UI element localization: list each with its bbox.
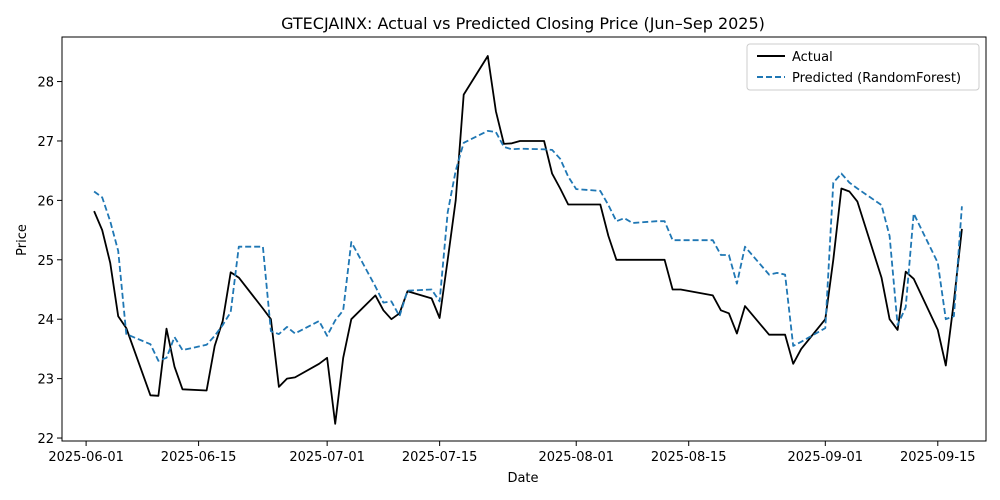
y-axis-label: Price: [15, 224, 30, 256]
x-tick-label: 2025-06-15: [161, 450, 237, 465]
y-tick-label: 22: [37, 432, 54, 447]
legend-label-predicted: Predicted (RandomForest): [792, 71, 961, 86]
x-tick-label: 2025-09-15: [900, 450, 976, 465]
x-tick-label: 2025-07-01: [289, 450, 365, 465]
x-tick-label: 2025-07-15: [402, 450, 478, 465]
series-layer: [93, 55, 963, 425]
plot-frame: [61, 36, 987, 442]
y-axis: 22 23 24 25 26 27 28: [37, 76, 62, 447]
y-tick-label: 27: [37, 135, 54, 150]
chart-title: GTECJAINX: Actual vs Predicted Closing P…: [281, 14, 765, 33]
x-tick-label: 2025-09-01: [788, 450, 864, 465]
y-tick-label: 23: [37, 373, 54, 388]
legend: Actual Predicted (RandomForest): [746, 43, 980, 91]
x-tick-label: 2025-08-15: [651, 450, 727, 465]
x-axis-label: Date: [507, 471, 538, 486]
y-tick-label: 25: [37, 254, 54, 269]
legend-box: [746, 43, 980, 91]
x-axis: 2025-06-01 2025-06-15 2025-07-01 2025-07-15…: [48, 441, 976, 465]
legend-label-actual: Actual: [792, 50, 833, 65]
y-tick-label: 26: [37, 194, 54, 209]
x-tick-label: 2025-06-01: [48, 450, 124, 465]
series-line-predicted: [93, 129, 963, 362]
series-line-actual: [93, 55, 963, 425]
x-tick-label: 2025-08-01: [538, 450, 614, 465]
y-tick-label: 24: [37, 313, 54, 328]
y-tick-label: 28: [37, 76, 54, 91]
